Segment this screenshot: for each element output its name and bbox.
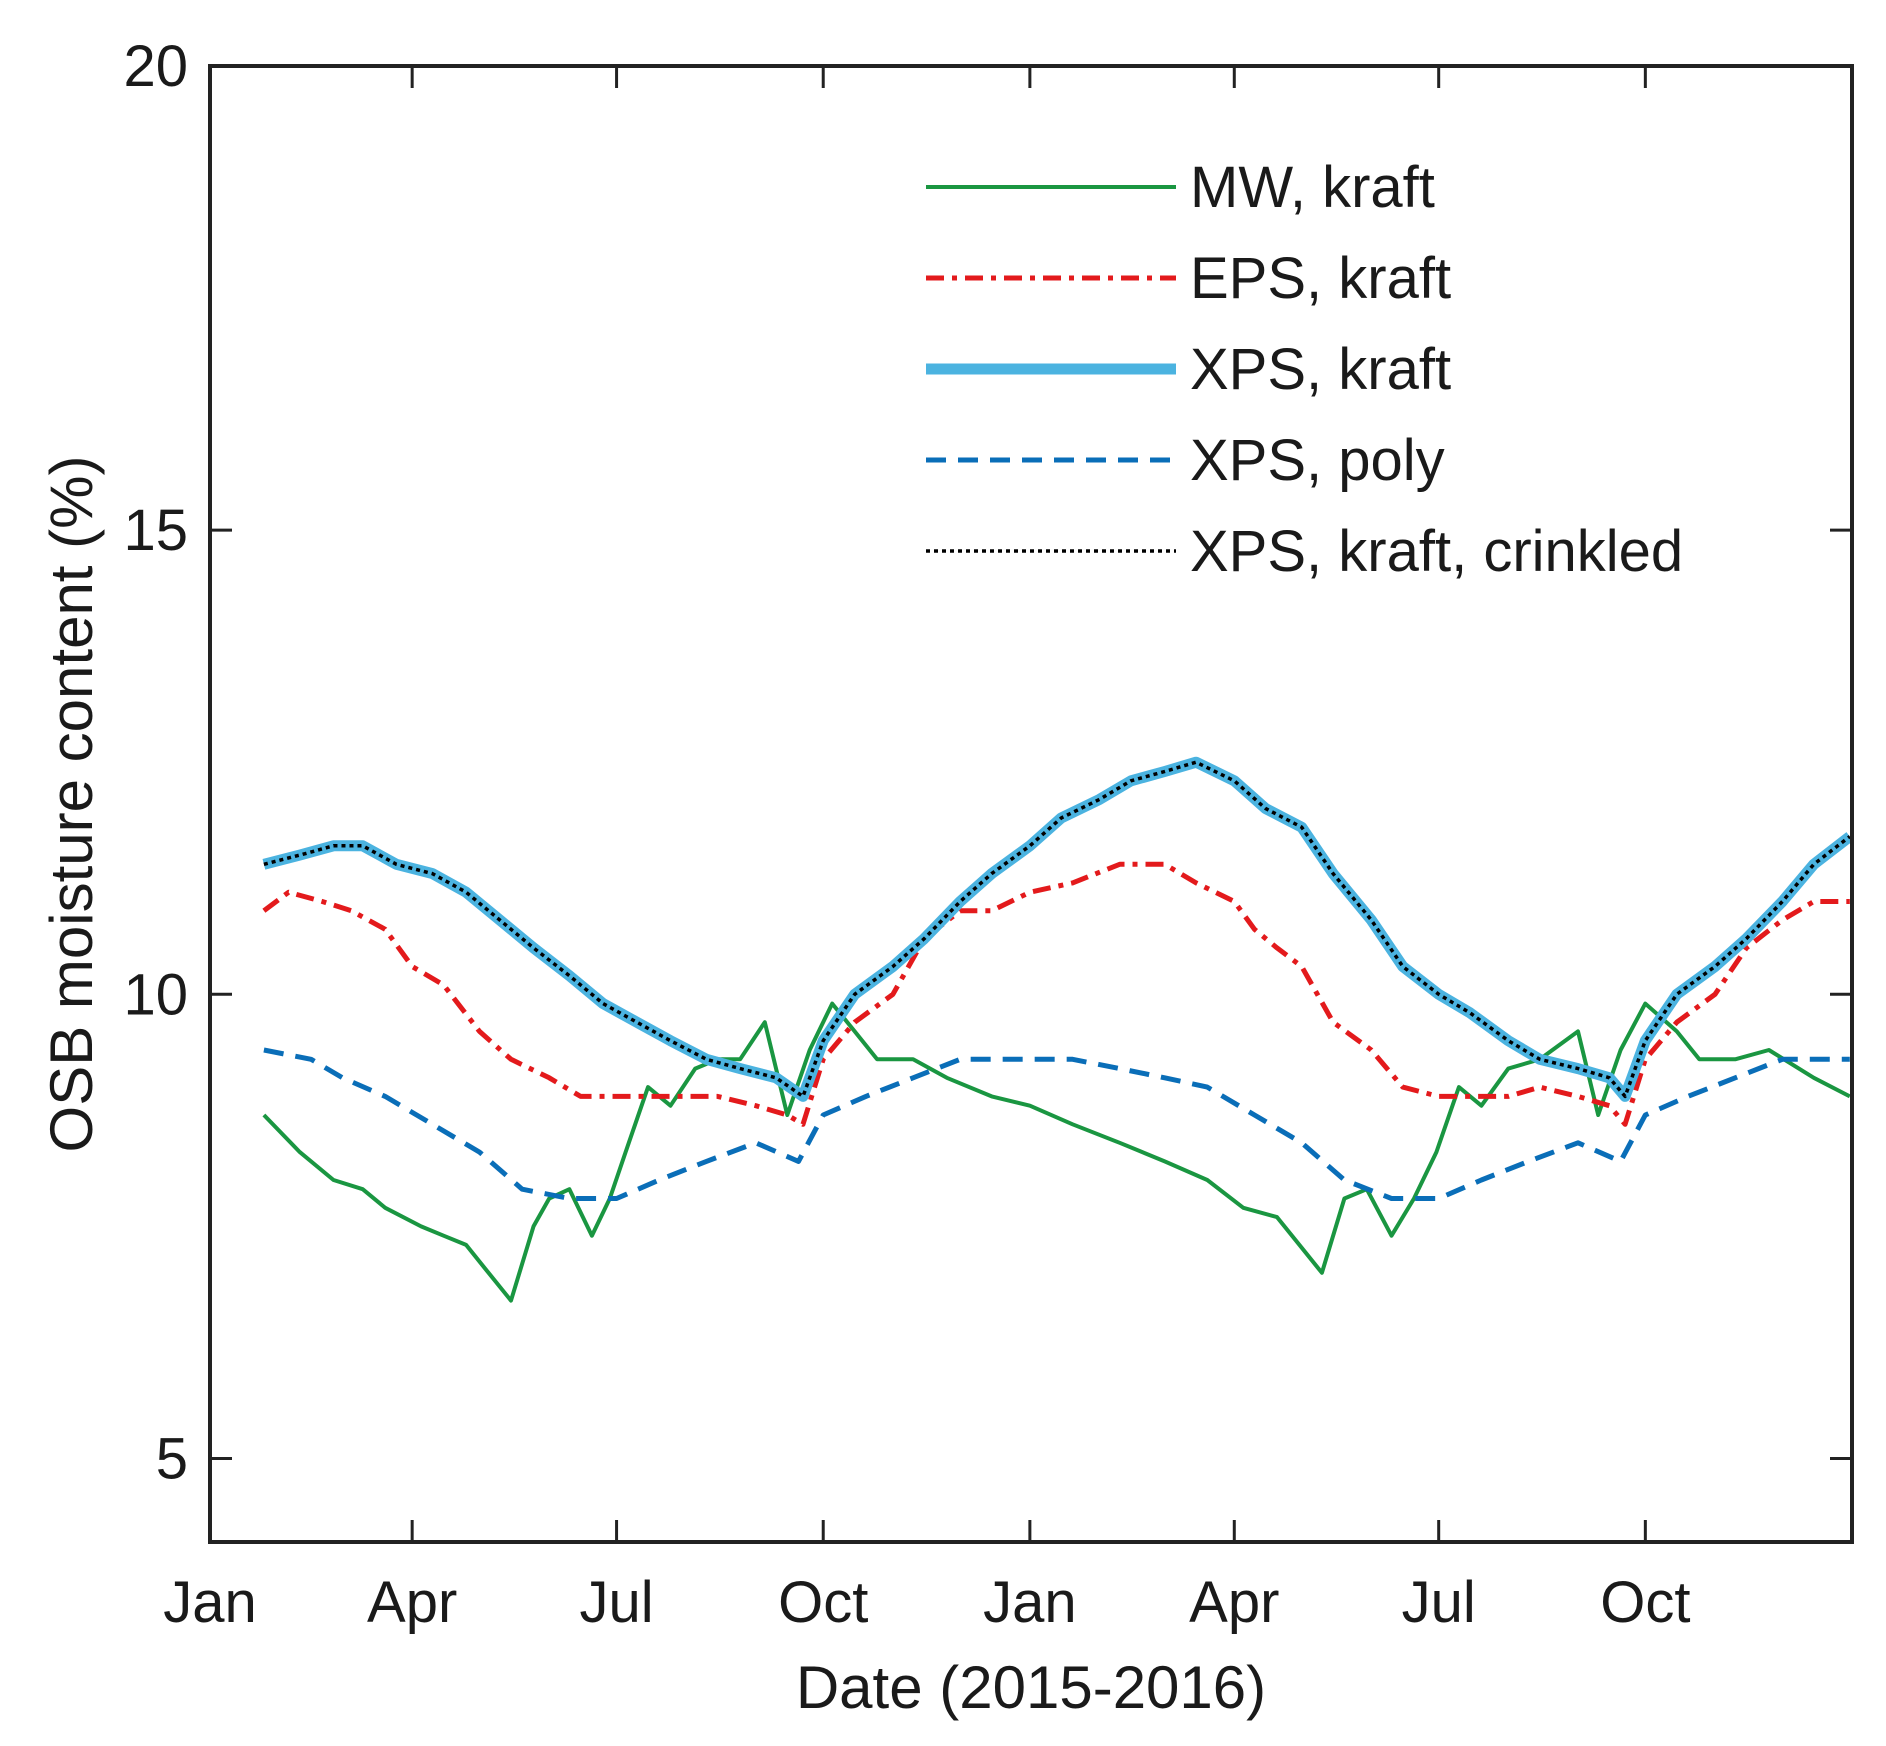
tick-layer: Jan Apr Jul Oct Jan Apr Jul Oct 5 10 15 20	[123, 34, 1852, 1635]
x-tick-label: Jul	[579, 1570, 653, 1635]
legend-label-xps-poly: XPS, poly	[1190, 428, 1445, 493]
y-tick-label: 5	[156, 1426, 188, 1491]
x-tick-label: Oct	[1600, 1570, 1690, 1635]
x-axis-label: Date (2015-2016)	[796, 1654, 1266, 1721]
series-line-eps-kraft	[262, 861, 1850, 1127]
y-tick-label: 15	[123, 498, 188, 563]
legend-label-eps-kraft: EPS, kraft	[1190, 246, 1451, 311]
legend-label-xps-kraft: XPS, kraft	[1190, 337, 1451, 402]
y-tick-label: 10	[123, 962, 188, 1027]
legend-label-xps-kraft-crinkled: XPS, kraft, crinkled	[1190, 519, 1683, 584]
series-line-mw-kraft	[262, 1001, 1851, 1303]
legend: MW, kraft EPS, kraft XPS, kraft XPS, poly XP…	[926, 155, 1683, 584]
legend-label-mw-kraft: MW, kraft	[1190, 155, 1435, 220]
x-tick-label: Jan	[163, 1570, 257, 1635]
x-tick-label: Apr	[367, 1570, 457, 1635]
series-layer	[262, 756, 1854, 1303]
y-axis-label: OSB moisture content (%)	[38, 456, 105, 1153]
x-tick-label: Apr	[1189, 1570, 1279, 1635]
series-line-xps-kraft-crinkled	[263, 760, 1851, 1099]
x-tick-label: Jan	[983, 1570, 1077, 1635]
x-tick-label: Jul	[1402, 1570, 1476, 1635]
series-line-xps-poly	[263, 1047, 1850, 1201]
y-tick-label: 20	[123, 34, 188, 99]
x-tick-label: Oct	[778, 1570, 868, 1635]
